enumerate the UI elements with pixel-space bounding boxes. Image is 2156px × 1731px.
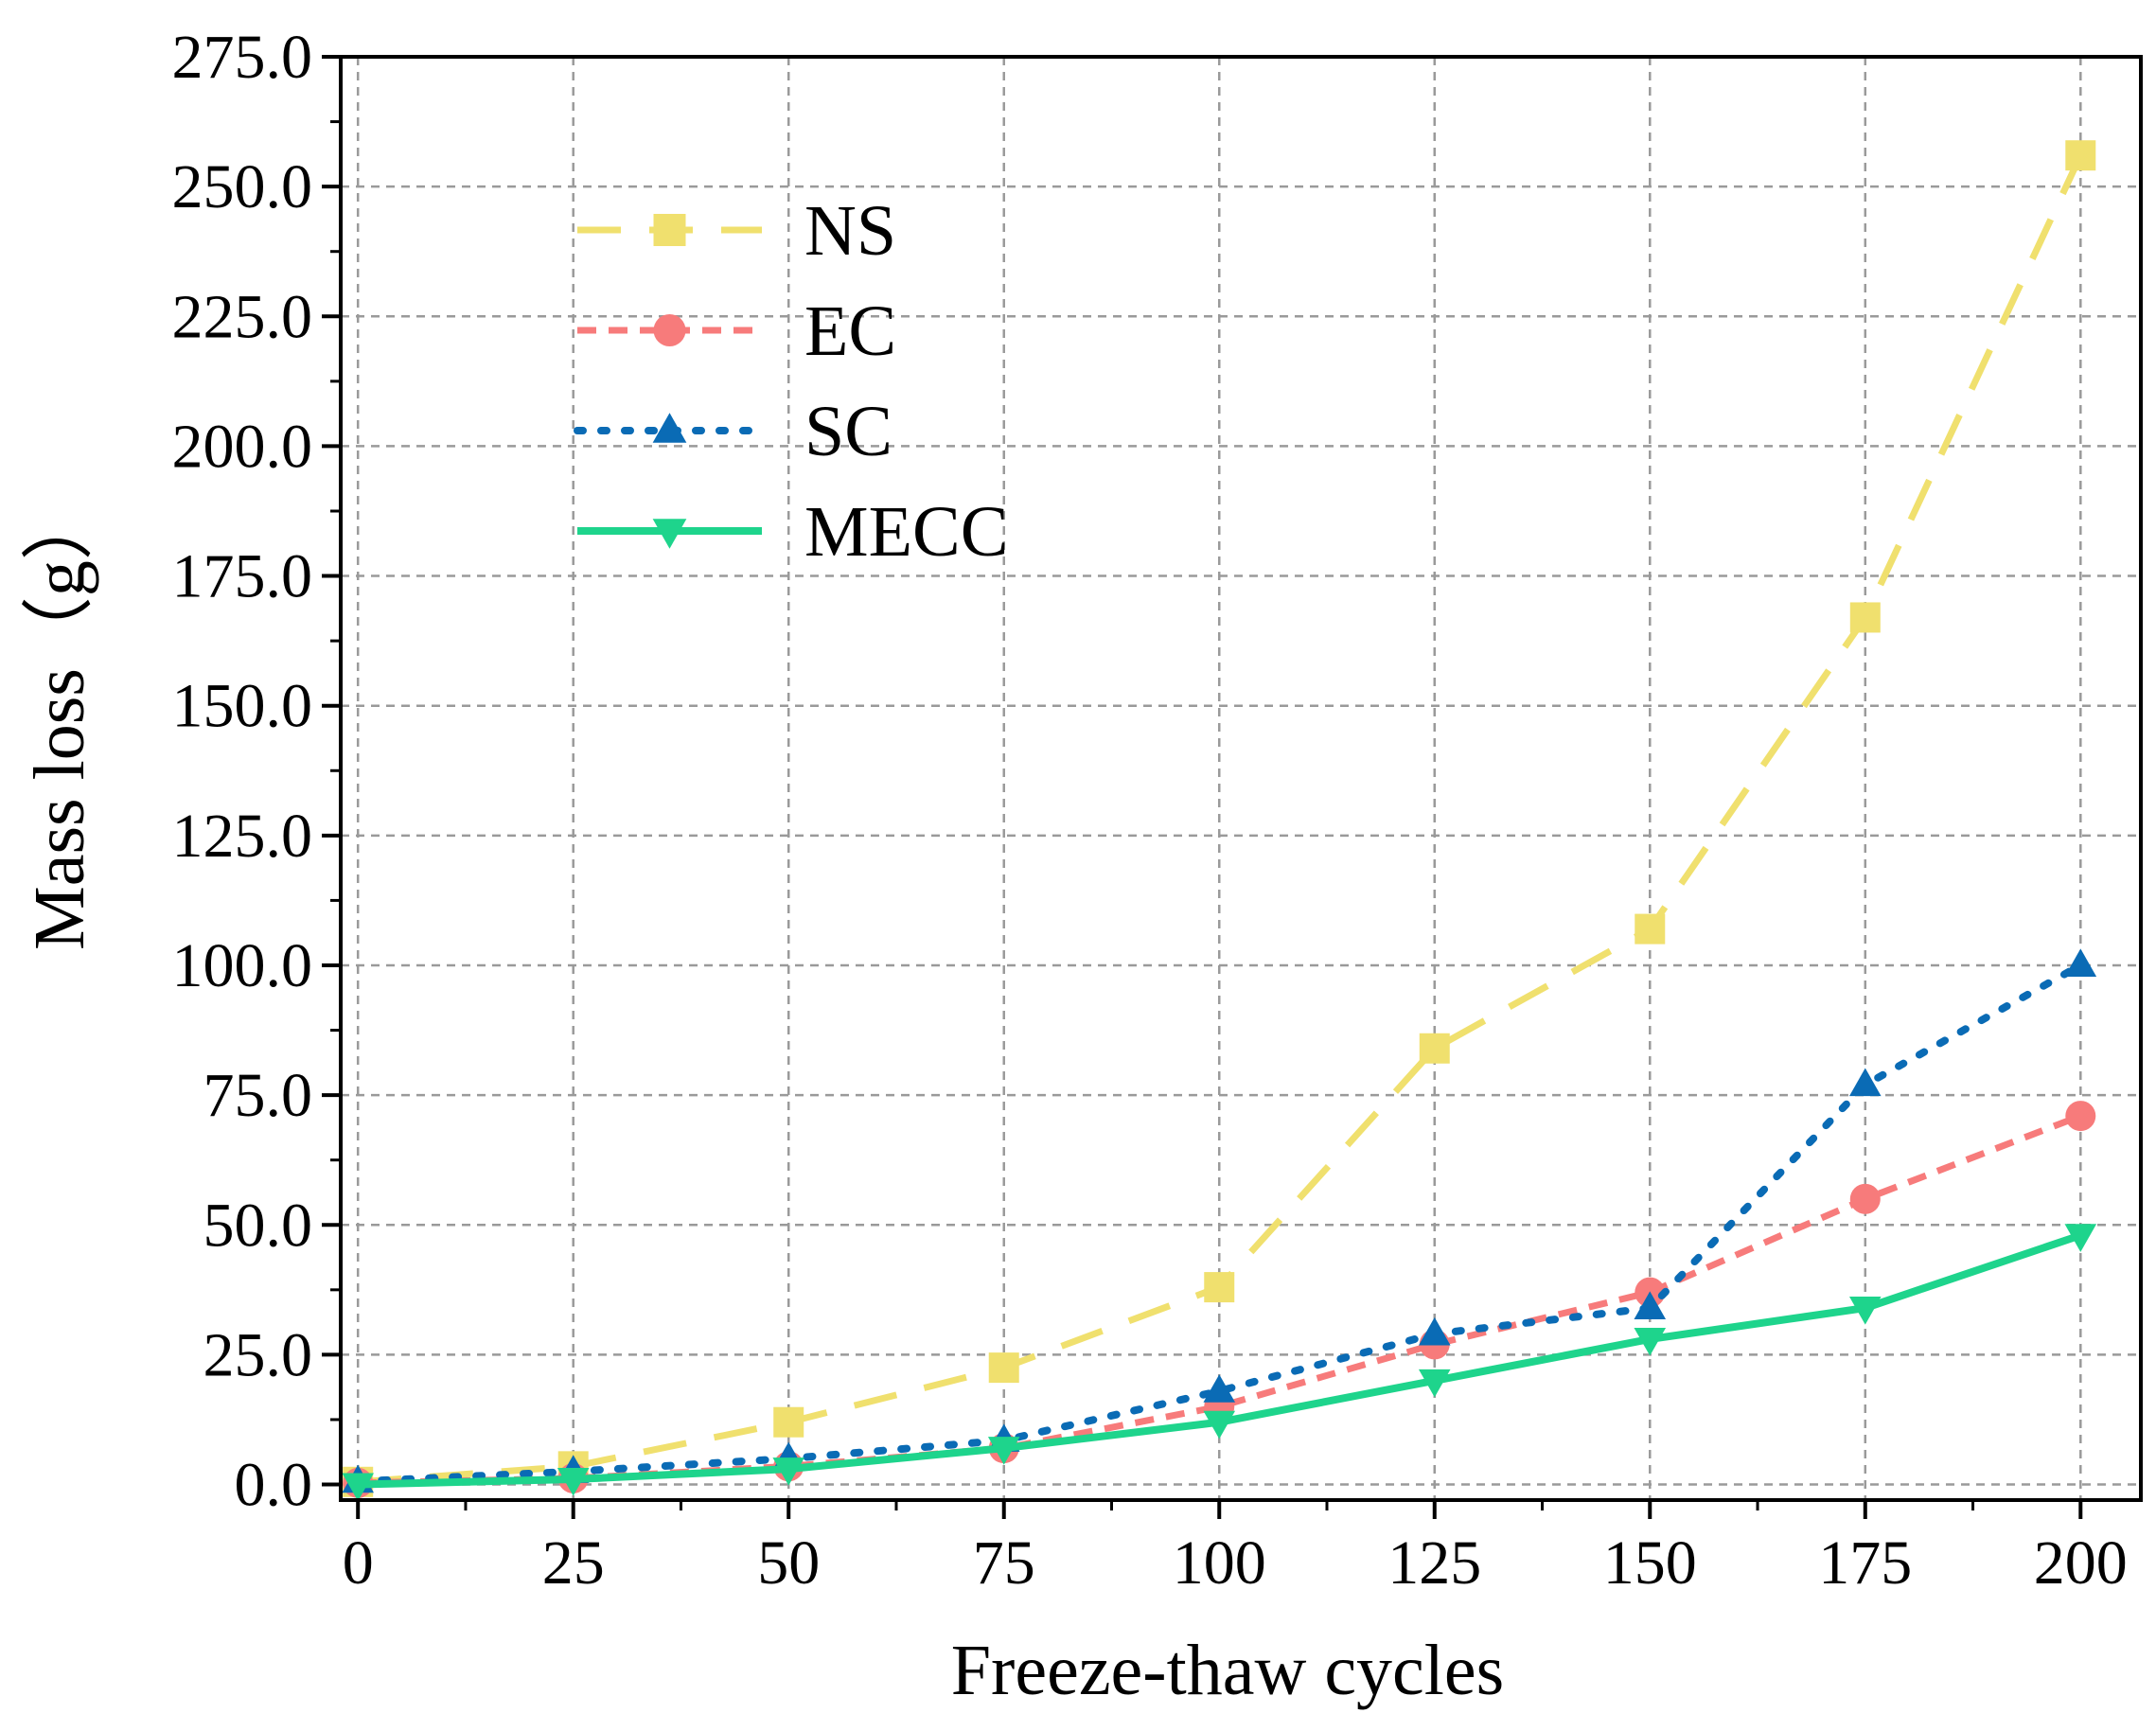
data-point-sc [1418,1316,1451,1346]
legend-label-sc: SC [804,392,892,471]
y-tick-label: 0.0 [235,1451,313,1520]
legend-label-ns: NS [804,191,896,271]
x-tick-label: 150 [1603,1528,1697,1598]
y-tick-label: 75.0 [203,1061,313,1130]
data-point-sc [1634,1291,1667,1320]
x-tick-label: 175 [1818,1528,1912,1598]
data-point-mecc [1634,1327,1667,1356]
x-tick-label: 125 [1387,1528,1481,1598]
data-point-sc [2064,948,2097,977]
data-point-ec [2065,1101,2096,1132]
y-tick-label: 50.0 [203,1191,313,1260]
legend-label-ec: EC [804,291,896,371]
y-tick-label: 275.0 [172,23,313,92]
x-tick-label: 75 [973,1528,1035,1598]
x-tick-label: 25 [542,1528,605,1598]
y-tick-label: 150.0 [172,672,313,741]
legend-marker-mecc [652,519,687,549]
data-point-mecc [772,1457,805,1486]
legend-label-mecc: MECC [804,492,1008,572]
plot-frame [339,55,2143,1502]
data-point-ns [773,1406,804,1438]
y-tick-label: 100.0 [172,931,313,1000]
data-point-mecc [2064,1224,2097,1252]
y-tick-label: 25.0 [203,1320,313,1389]
plot-border [339,55,2143,1502]
data-point-mecc [557,1468,590,1496]
legend-marker-ns [653,214,686,246]
data-point-mecc [342,1473,375,1502]
data-point-mecc [1848,1297,1882,1325]
series-line-sc [354,961,2085,1486]
grid [341,55,2141,1500]
series-lines [342,140,2097,1502]
legend: NS EC SC MECC [574,191,1008,572]
legend-marker-ec [653,314,686,346]
y-tick-label: 225.0 [172,282,313,351]
data-point-mecc [987,1437,1020,1465]
data-point-ns [1419,1033,1450,1064]
data-point-ns [1849,602,1881,633]
data-point-ns [1204,1272,1235,1303]
x-tick-label: 50 [757,1528,820,1598]
y-tick-label: 125.0 [172,802,313,871]
y-axis-title: Mass loss（g） [20,488,99,950]
legend-marker-sc [652,413,687,443]
x-tick-label: 200 [2034,1528,2128,1598]
y-tick-label: 250.0 [172,152,313,221]
x-axis-title: Freeze-thaw cycles [951,1631,1504,1710]
y-tick-label: 175.0 [172,542,313,611]
data-point-sc [1203,1374,1236,1403]
x-tick-label: 100 [1173,1528,1266,1598]
axis-ticks: 0 25 50 75 100 125 150 175 200 0.0 25.0 50.0 75.0 100… [172,23,2128,1598]
y-tick-label: 200.0 [172,412,313,481]
data-point-mecc [1203,1410,1236,1440]
data-point-mecc [1418,1369,1451,1398]
data-point-sc [1848,1068,1882,1097]
data-point-ec [1849,1183,1881,1214]
data-point-ns [2065,140,2096,171]
data-point-ns [1635,913,1666,945]
data-point-ns [988,1352,1019,1384]
x-tick-label: 0 [343,1528,374,1598]
